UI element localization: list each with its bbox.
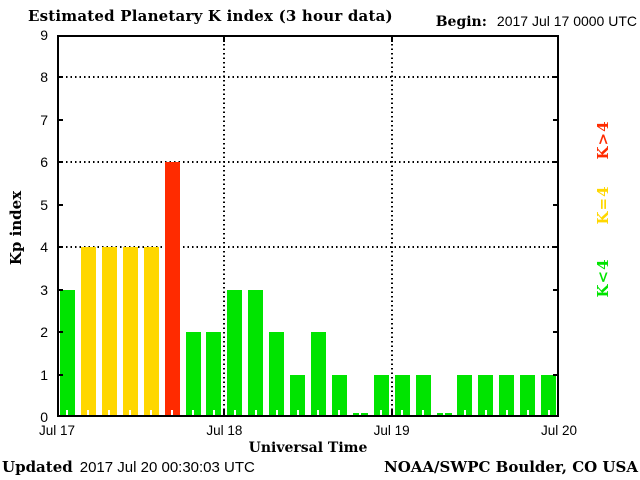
kp-bar bbox=[331, 374, 347, 417]
y-tick-left bbox=[57, 288, 63, 291]
y-tick-label: 0 bbox=[40, 409, 48, 425]
x-minor-tick bbox=[150, 410, 153, 417]
x-minor-tick bbox=[296, 410, 299, 417]
y-tick-left bbox=[57, 76, 63, 79]
y-tick-label: 3 bbox=[40, 281, 48, 298]
x-minor-tick bbox=[442, 410, 445, 417]
x-minor-tick bbox=[275, 410, 278, 417]
y-tick-label: 1 bbox=[40, 366, 48, 383]
updated-timestamp: Updated 2017 Jul 20 00:30:03 UTC bbox=[2, 458, 255, 476]
y-tick-right bbox=[553, 76, 559, 79]
x-minor-tick bbox=[317, 410, 320, 417]
x-minor-tick bbox=[108, 410, 111, 417]
x-minor-tick bbox=[463, 410, 466, 417]
x-axis-title: Universal Time bbox=[248, 440, 368, 456]
kp-bar bbox=[185, 332, 201, 417]
kp-bar bbox=[143, 247, 159, 417]
gridline-kp-6 bbox=[57, 161, 559, 164]
legend-k-lt-4: K<4 bbox=[594, 258, 612, 298]
kp-bar bbox=[499, 374, 515, 417]
kp-bar bbox=[520, 374, 536, 417]
kp-bar bbox=[164, 162, 180, 417]
y-tick-right bbox=[553, 246, 559, 249]
begin-label: Begin: bbox=[435, 14, 487, 30]
kp-bar bbox=[206, 332, 222, 417]
y-tick-left bbox=[57, 373, 63, 376]
x-minor-tick bbox=[359, 410, 362, 417]
gridline-day-jul-19 bbox=[390, 35, 393, 417]
y-tick-label: 2 bbox=[40, 324, 48, 341]
kp-bar bbox=[478, 374, 494, 417]
kp-bar bbox=[269, 332, 285, 417]
x-minor-tick bbox=[338, 410, 341, 417]
legend-k-eq-4: K=4 bbox=[594, 185, 612, 225]
x-tick-bottom bbox=[390, 410, 393, 417]
x-minor-tick bbox=[505, 410, 508, 417]
kp-bar bbox=[373, 374, 389, 417]
kp-bar bbox=[457, 374, 473, 417]
y-tick-left bbox=[57, 246, 63, 249]
x-minor-tick bbox=[422, 410, 425, 417]
kp-bar bbox=[290, 374, 306, 417]
x-minor-tick bbox=[484, 410, 487, 417]
y-tick-label: 4 bbox=[40, 239, 48, 256]
kp-bar bbox=[101, 247, 117, 417]
kp-bar bbox=[541, 374, 557, 417]
x-minor-tick bbox=[212, 410, 215, 417]
y-tick-right bbox=[553, 288, 559, 291]
x-minor-tick bbox=[129, 410, 132, 417]
chart-title: Estimated Planetary K index (3 hour data… bbox=[28, 7, 393, 25]
gridline-kp-8 bbox=[57, 76, 559, 79]
updated-value: 2017 Jul 20 00:30:03 UTC bbox=[79, 459, 255, 476]
x-minor-tick bbox=[66, 410, 69, 417]
x-minor-tick bbox=[526, 410, 529, 417]
y-tick-right bbox=[553, 373, 559, 376]
y-tick-left bbox=[57, 161, 63, 164]
y-tick-label: 6 bbox=[40, 154, 48, 171]
updated-label: Updated bbox=[2, 458, 73, 476]
legend-k-gt-4: K>4 bbox=[594, 120, 612, 160]
gridline-day-jul-18 bbox=[223, 35, 226, 417]
y-tick-label: 8 bbox=[40, 69, 48, 86]
y-tick-right bbox=[553, 161, 559, 164]
x-minor-tick bbox=[87, 410, 90, 417]
kp-bar bbox=[415, 374, 431, 417]
x-minor-tick bbox=[380, 410, 383, 417]
kp-bar bbox=[248, 289, 264, 417]
x-tick-bottom bbox=[223, 410, 226, 417]
x-minor-tick bbox=[191, 410, 194, 417]
y-tick-left bbox=[57, 331, 63, 334]
y-tick-label: 7 bbox=[40, 111, 48, 128]
begin-value: 2017 Jul 17 0000 UTC bbox=[496, 13, 637, 29]
x-tick-label: Jul 17 bbox=[38, 423, 76, 438]
x-minor-tick bbox=[547, 410, 550, 417]
x-minor-tick bbox=[233, 410, 236, 417]
y-tick-label: 9 bbox=[40, 27, 48, 43]
kp-bar bbox=[227, 289, 243, 417]
kp-bar bbox=[60, 289, 75, 417]
x-tick-label: Jul 18 bbox=[206, 423, 243, 438]
x-tick-top bbox=[223, 35, 226, 42]
x-minor-tick bbox=[254, 410, 257, 417]
kp-bar bbox=[311, 332, 326, 417]
x-tick-label: Jul 20 bbox=[540, 423, 578, 438]
gridline-kp-4 bbox=[57, 246, 559, 249]
source-attribution: NOAA/SWPC Boulder, CO USA bbox=[383, 458, 638, 476]
y-tick-left bbox=[57, 118, 63, 121]
x-minor-tick bbox=[171, 410, 174, 417]
y-tick-left bbox=[57, 203, 63, 206]
y-tick-right bbox=[553, 331, 559, 334]
x-tick-label: Jul 19 bbox=[373, 423, 410, 438]
kp-bar bbox=[394, 374, 410, 417]
begin-time: Begin: 2017 Jul 17 0000 UTC bbox=[436, 13, 637, 30]
y-tick-label: 5 bbox=[40, 196, 48, 213]
y-tick-right bbox=[553, 118, 559, 121]
kp-bar bbox=[122, 247, 138, 417]
kp-bar bbox=[80, 247, 96, 417]
x-minor-tick bbox=[401, 410, 404, 417]
plot-area bbox=[57, 35, 559, 417]
y-tick-right bbox=[553, 203, 559, 206]
x-tick-top bbox=[390, 35, 393, 42]
